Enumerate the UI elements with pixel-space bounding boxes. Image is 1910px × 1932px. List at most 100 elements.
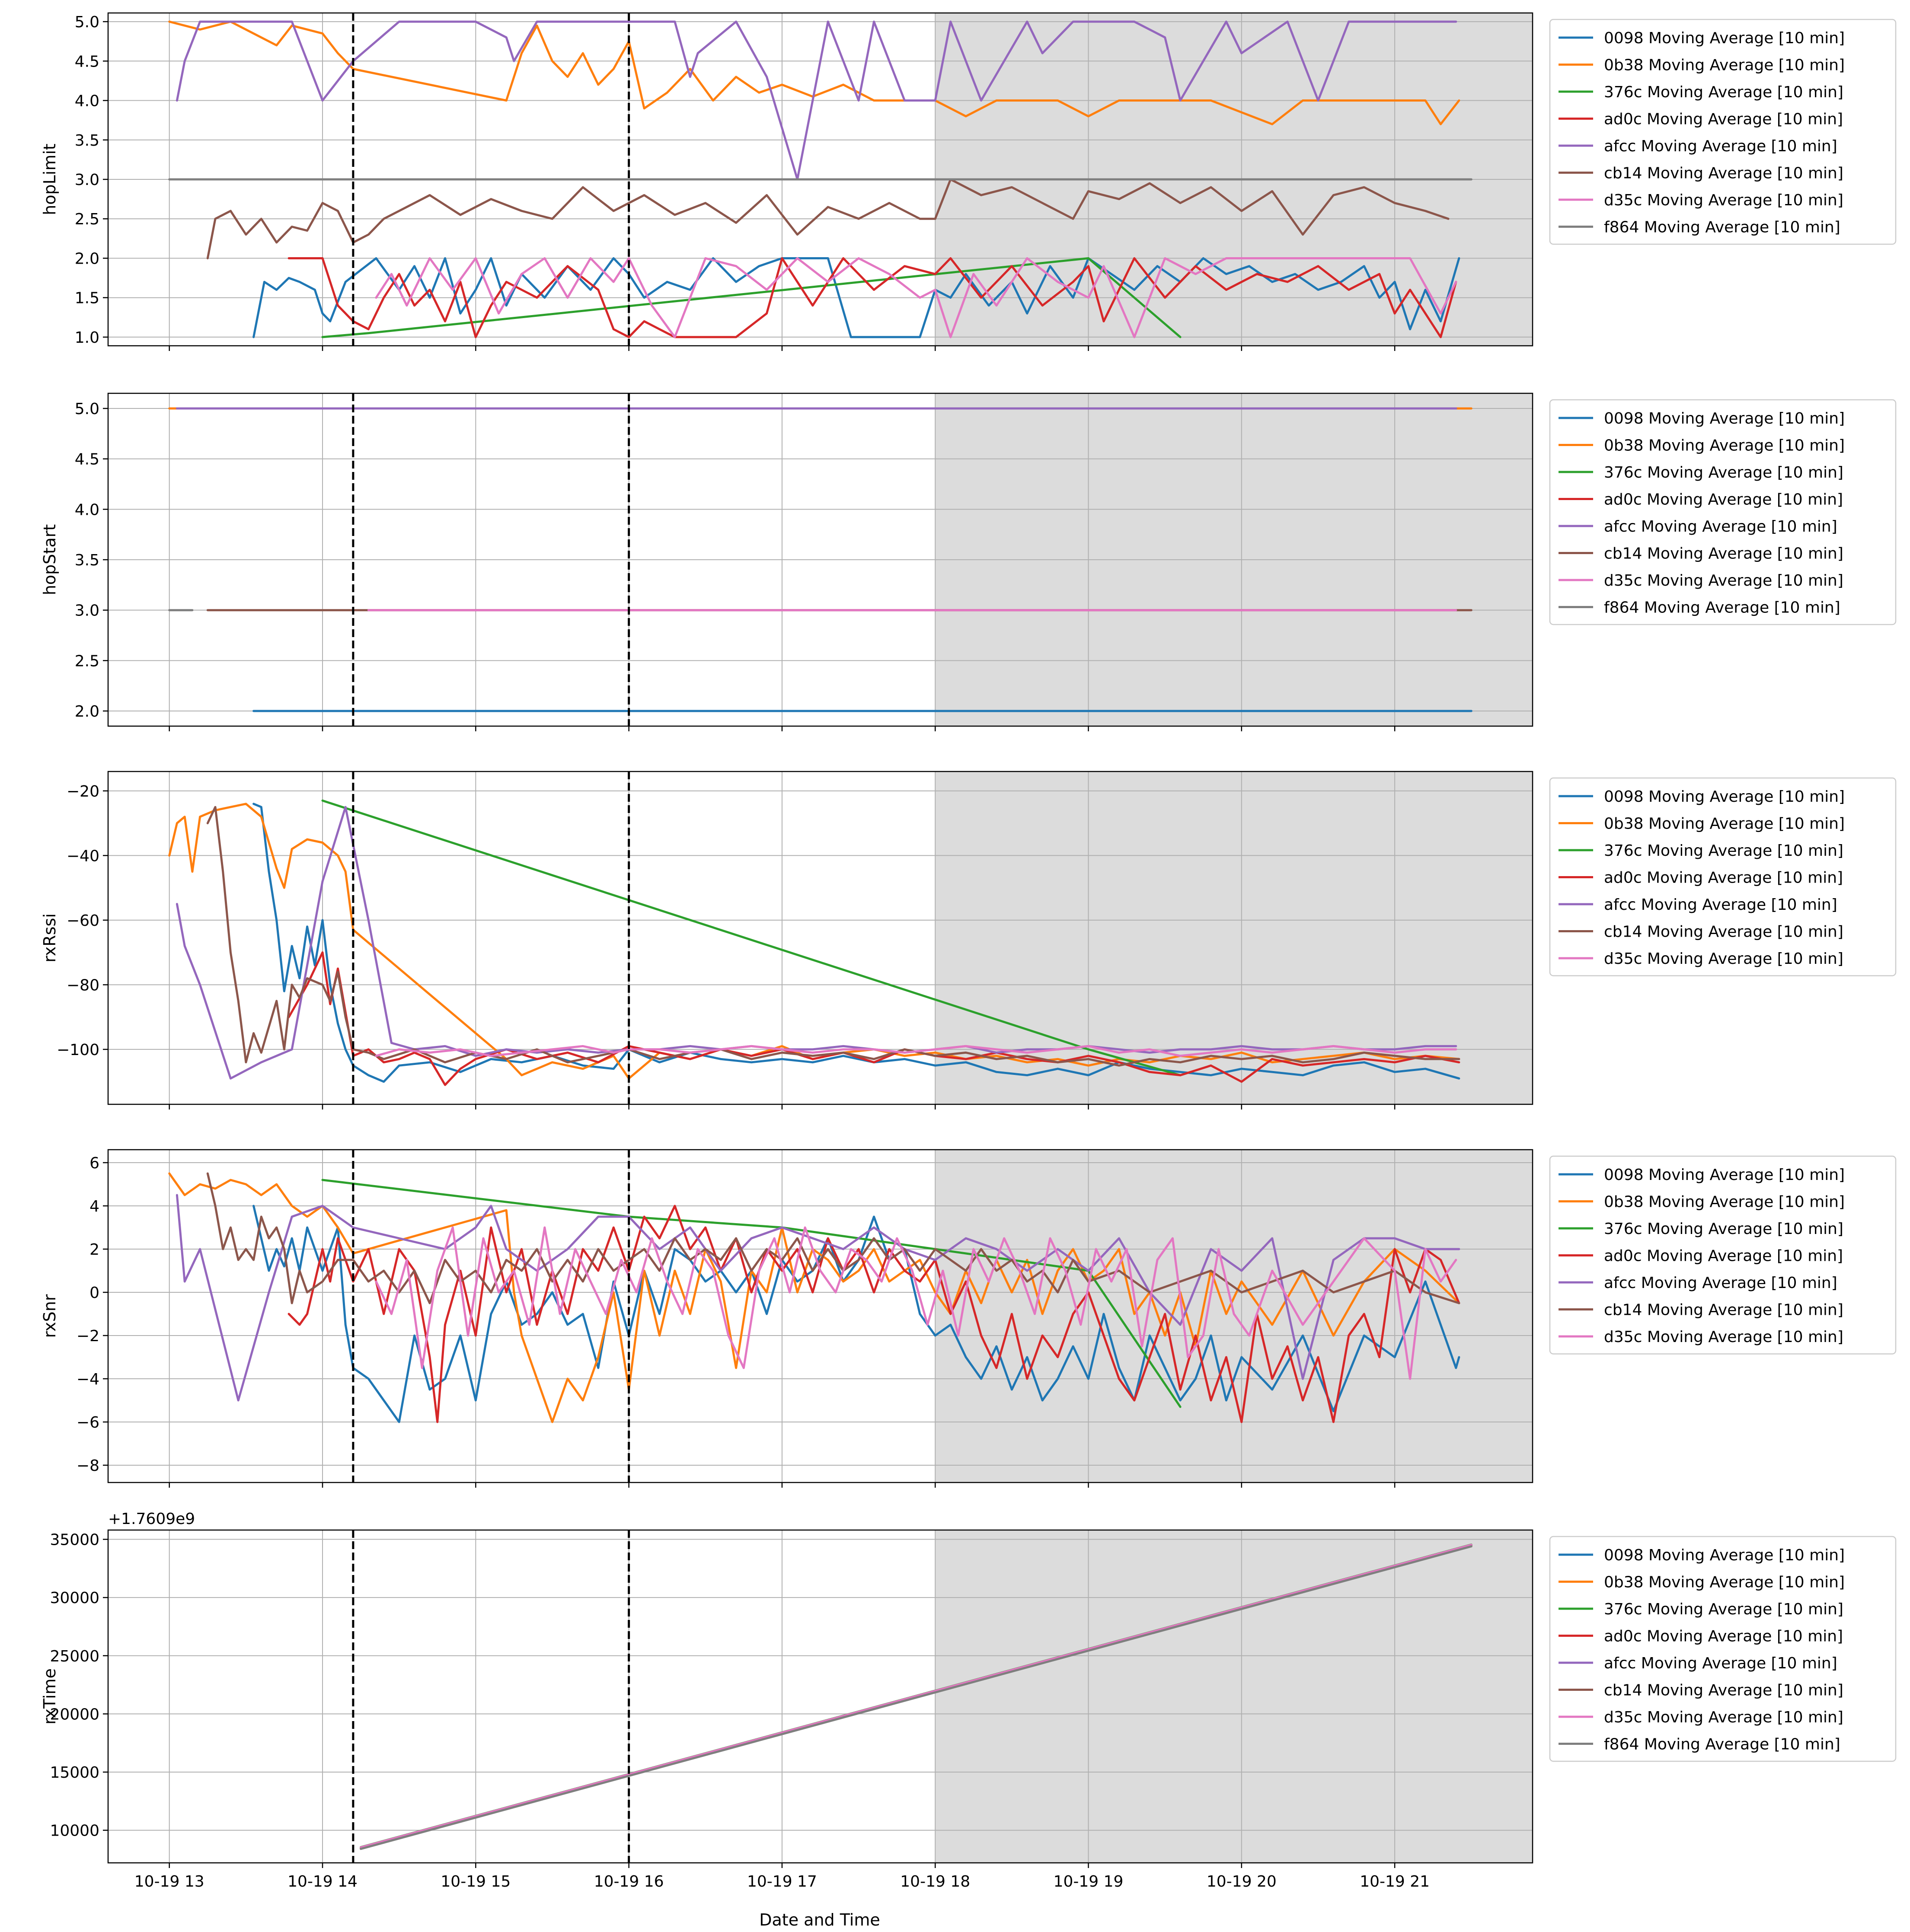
- series-line-0098: [252, 1205, 1460, 1423]
- legend-entry-ad0c: ad0c Moving Average [10 min]: [1604, 1628, 1843, 1645]
- y-tick-label: −8: [77, 1457, 99, 1475]
- legend-entry-cb14: cb14 Moving Average [10 min]: [1604, 545, 1843, 563]
- series-line-cb14: [206, 1172, 1460, 1304]
- y-tick-label: 2.0: [75, 250, 99, 268]
- subplot-hopStart: 2.0 2.5 3.0 3.5 4.0 4.5 5.0 hopStart 0098 Moving…: [40, 392, 1897, 731]
- x-tick-label: 10-19 18: [900, 1873, 970, 1891]
- series-lines: [168, 20, 1472, 338]
- axes-frame: [107, 1149, 1533, 1483]
- y-tick-label: 15000: [50, 1764, 99, 1782]
- y-tick-label: 25000: [50, 1648, 99, 1665]
- legend-entry-376c: 376c Moving Average [10 min]: [1604, 842, 1843, 860]
- x-tick-label: 10-19 14: [287, 1873, 358, 1891]
- legend-entry-d35c: d35c Moving Average [10 min]: [1604, 572, 1843, 590]
- legend-entry-ad0c: ad0c Moving Average [10 min]: [1604, 869, 1843, 887]
- legend-entry-376c: 376c Moving Average [10 min]: [1604, 464, 1843, 481]
- legend-entry-376c: 376c Moving Average [10 min]: [1604, 1600, 1843, 1618]
- y-tick-label: 4: [89, 1198, 99, 1215]
- series-lines: [168, 1172, 1460, 1423]
- legend-entry-0098: 0098 Moving Average [10 min]: [1604, 410, 1845, 427]
- shaded-region: [935, 1150, 1533, 1482]
- legend-entry-afcc: afcc Moving Average [10 min]: [1604, 896, 1837, 914]
- legend-entry-376c: 376c Moving Average [10 min]: [1604, 83, 1843, 101]
- series-line-afcc: [176, 20, 1457, 181]
- legend: 0098 Moving Average [10 min] 0b38 Moving …: [1549, 1155, 1897, 1355]
- y-tick-label: 4.0: [75, 92, 99, 110]
- legend-entry-f864: f864 Moving Average [10 min]: [1604, 219, 1840, 236]
- y-tick-label: 35000: [50, 1531, 99, 1549]
- y-tick-label: −60: [67, 912, 99, 930]
- legend-entry-d35c: d35c Moving Average [10 min]: [1604, 1328, 1843, 1346]
- x-tick-label: 10-19 15: [441, 1873, 511, 1891]
- series-line-376c: [321, 799, 1182, 1077]
- series-line-d35c: [360, 1543, 1472, 1849]
- x-tick-label: 10-19 21: [1360, 1873, 1430, 1891]
- legend-entry-0098: 0098 Moving Average [10 min]: [1604, 1166, 1845, 1184]
- legend-entry-376c: 376c Moving Average [10 min]: [1604, 1220, 1843, 1238]
- y-tick-label: 4.5: [75, 53, 99, 70]
- legend-entry-f864: f864 Moving Average [10 min]: [1604, 599, 1840, 617]
- legend-entry-0b38: 0b38 Moving Average [10 min]: [1604, 1574, 1845, 1591]
- series-line-d35c: [375, 1226, 1457, 1380]
- y-tick-label: 30000: [50, 1589, 99, 1607]
- x-axis-label: Date and Time: [759, 1910, 880, 1929]
- y-tick-label: 3.0: [75, 602, 99, 620]
- series-line-0098: [252, 257, 1460, 338]
- legend-entry-afcc: afcc Moving Average [10 min]: [1604, 1274, 1837, 1292]
- legend-entry-cb14: cb14 Moving Average [10 min]: [1604, 165, 1843, 182]
- series-line-376c: [321, 257, 1182, 338]
- series-line-cb14: [206, 178, 1450, 259]
- legend-entry-cb14: cb14 Moving Average [10 min]: [1604, 1682, 1843, 1699]
- legend-entry-ad0c: ad0c Moving Average [10 min]: [1604, 491, 1843, 509]
- legend: 0098 Moving Average [10 min] 0b38 Moving …: [1549, 19, 1897, 245]
- y-axis-label: rxTime: [40, 1668, 59, 1725]
- legend-frame: [1549, 1155, 1897, 1355]
- legend-entry-ad0c: ad0c Moving Average [10 min]: [1604, 111, 1843, 128]
- y-tick-label: 5.0: [75, 400, 99, 418]
- legend-entry-0098: 0098 Moving Average [10 min]: [1604, 29, 1845, 47]
- legend-entry-afcc: afcc Moving Average [10 min]: [1604, 137, 1837, 155]
- series-line-ad0c: [287, 1205, 1460, 1423]
- y-tick-label: 10000: [50, 1822, 99, 1840]
- x-tick-label: 10-19 17: [747, 1873, 817, 1891]
- y-tick-label: 4.5: [75, 451, 99, 469]
- legend: 0098 Moving Average [10 min] 0b38 Moving …: [1549, 777, 1897, 976]
- legend-entry-cb14: cb14 Moving Average [10 min]: [1604, 923, 1843, 941]
- grid-lines: [108, 1530, 1533, 1863]
- y-tick-label: 3.5: [75, 132, 99, 150]
- y-axis-label: hopLimit: [40, 143, 59, 215]
- y-axis-label: rxRssi: [40, 913, 59, 963]
- legend-entry-ad0c: ad0c Moving Average [10 min]: [1604, 1247, 1843, 1265]
- legend: 0098 Moving Average [10 min] 0b38 Moving …: [1549, 399, 1897, 625]
- y-tick-label: −40: [67, 847, 99, 865]
- y-tick-label: −80: [67, 976, 99, 994]
- y-tick-label: −100: [57, 1041, 99, 1059]
- legend-entry-0098: 0098 Moving Average [10 min]: [1604, 788, 1845, 806]
- shaded-region: [935, 1530, 1533, 1863]
- series-line-0b38: [168, 20, 1460, 125]
- y-tick-label: −2: [77, 1327, 99, 1345]
- y-tick-label: 3.0: [75, 171, 99, 189]
- series-line-d35c: [375, 1045, 1457, 1057]
- y-tick-label: 6: [89, 1154, 99, 1172]
- y-tick-label: 20000: [50, 1706, 99, 1723]
- subplot-rxRssi: −20 −40 −60 −80 −100 rxRssi 0098 Moving Averag…: [40, 771, 1897, 1109]
- y-tick-label: 2.5: [75, 210, 99, 228]
- series-line-ad0c: [287, 257, 1457, 338]
- axes-frame: [107, 1529, 1533, 1864]
- series-lines: [360, 1543, 1472, 1850]
- subplot-rxSnr: 6 4 2 0 −2 −4 −6 −8 rxSnr 0098 Moving Average [10…: [40, 1149, 1897, 1488]
- legend-entry-d35c: d35c Moving Average [10 min]: [1604, 191, 1843, 209]
- series-lines: [168, 407, 1472, 712]
- y-tick-label: 1.0: [75, 329, 99, 347]
- series-line-f864: [360, 1545, 1472, 1850]
- series-line-ad0c: [287, 951, 1460, 1086]
- series-line-afcc: [176, 1194, 1460, 1402]
- legend-frame: [1549, 399, 1897, 625]
- subplot-hopLimit: 1.0 1.5 2.0 2.5 3.0 3.5 4.0 4.5 5.0 hopLimit 0098 …: [40, 12, 1897, 351]
- y-tick-label: 2.0: [75, 703, 99, 721]
- y-tick-label: 5.0: [75, 13, 99, 31]
- y-tick-label: 1.5: [75, 290, 99, 307]
- x-tick-label: 10-19 19: [1054, 1873, 1124, 1891]
